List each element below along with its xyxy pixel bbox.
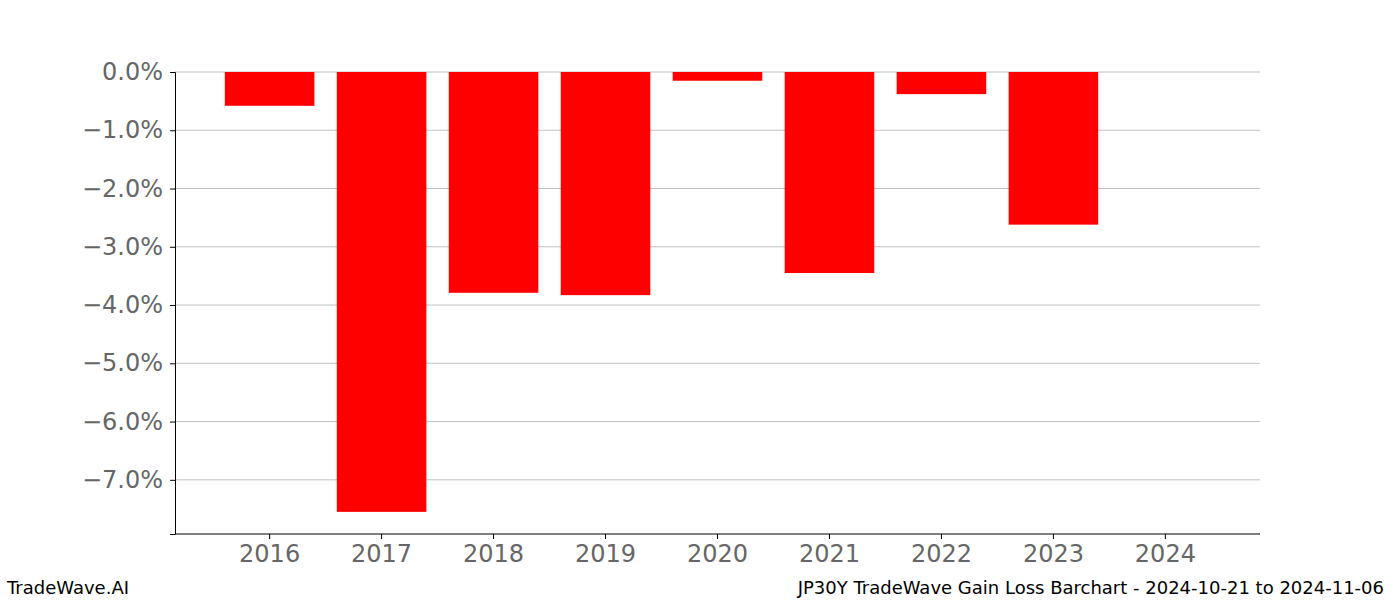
title: JP30Y TradeWave Gain Loss Barchart - 202…: [797, 577, 1384, 598]
bar: [673, 72, 763, 81]
y-tick-mark: [170, 422, 175, 423]
y-tick-label: −7.0%: [82, 466, 163, 494]
x-tick: 2018: [463, 534, 524, 568]
y-tick-label: 0.0%: [102, 58, 163, 86]
y-tick-label: −3.0%: [82, 233, 163, 261]
y-tick: −4.0%: [82, 291, 175, 319]
bar: [561, 72, 651, 295]
bar: [1009, 72, 1099, 225]
y-axis-line: [170, 73, 176, 535]
x-tick: 2023: [1023, 534, 1084, 568]
bar: [449, 72, 539, 293]
x-tick-mark: [941, 534, 942, 539]
y-tick-label: −4.0%: [82, 291, 163, 319]
x-tick-mark: [269, 534, 270, 539]
x-tick-mark: [493, 534, 494, 539]
y-axis: 0.0% −1.0% −2.0% −3.0% −4.0% −5.0% −6.0% −7.0%: [82, 58, 176, 534]
y-tick-label: −6.0%: [82, 408, 163, 436]
x-tick-mark: [829, 534, 830, 539]
y-tick: −6.0%: [82, 408, 175, 436]
x-tick-mark: [605, 534, 606, 539]
chart: 0.0% −1.0% −2.0% −3.0% −4.0% −5.0% −6.0% −7.0% 2…: [0, 0, 1400, 600]
y-tick: 0.0%: [102, 58, 175, 86]
x-tick-label: 2021: [799, 540, 860, 568]
y-tick-label: −1.0%: [82, 116, 163, 144]
x-tick-label: 2022: [911, 540, 972, 568]
x-tick-mark: [1165, 534, 1166, 539]
x-axis: 2016 2017 2018 2019 2020 2021 2022 2023 2024: [175, 534, 1260, 568]
y-tick-label: −5.0%: [82, 349, 163, 377]
y-tick-mark: [170, 480, 175, 481]
y-tick-label: −2.0%: [82, 175, 163, 203]
bar: [225, 72, 315, 106]
source: TradeWave.AI: [6, 577, 129, 598]
x-tick-label: 2019: [575, 540, 636, 568]
y-tick-mark: [170, 247, 175, 248]
x-tick: 2022: [911, 534, 972, 568]
x-tick-label: 2020: [687, 540, 748, 568]
bar: [785, 72, 875, 273]
x-tick: 2020: [687, 534, 748, 568]
x-tick-mark: [717, 534, 718, 539]
x-tick-mark: [381, 534, 382, 539]
y-tick-mark: [170, 72, 175, 73]
y-tick: −3.0%: [82, 233, 175, 261]
y-tick-mark: [170, 130, 175, 131]
x-tick-label: 2024: [1135, 540, 1196, 568]
x-tick-label: 2018: [463, 540, 524, 568]
x-tick: 2024: [1135, 534, 1196, 568]
x-tick: 2021: [799, 534, 860, 568]
x-tick: 2017: [351, 534, 412, 568]
y-tick-mark: [170, 305, 175, 306]
y-tick: −7.0%: [82, 466, 175, 494]
y-tick: −5.0%: [82, 349, 175, 377]
bars: [225, 72, 1098, 512]
y-tick-mark: [170, 363, 175, 364]
y-tick-mark: [170, 189, 175, 190]
y-tick: −2.0%: [82, 175, 175, 203]
x-tick-label: 2016: [239, 540, 300, 568]
x-tick-mark: [1053, 534, 1054, 539]
x-tick-label: 2017: [351, 540, 412, 568]
bar: [337, 72, 427, 512]
x-tick: 2019: [575, 534, 636, 568]
y-tick: −1.0%: [82, 116, 175, 144]
x-tick: 2016: [239, 534, 300, 568]
x-tick-label: 2023: [1023, 540, 1084, 568]
bar: [897, 72, 987, 94]
